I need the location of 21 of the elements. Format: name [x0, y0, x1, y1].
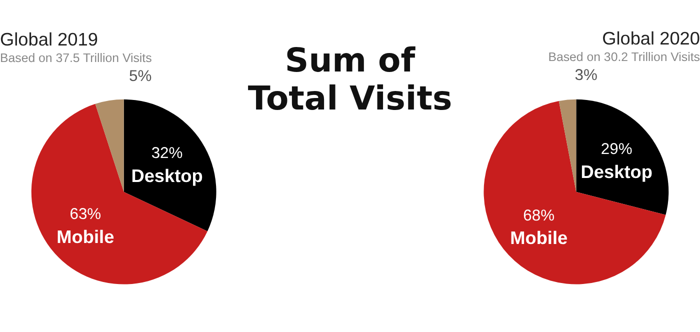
pie-slice	[576, 99, 669, 215]
chart-subtitle: Based on 37.5 Trillion Visits	[0, 50, 152, 65]
pie-slice	[31, 104, 208, 284]
slice-label: Mobile	[56, 227, 114, 248]
data-label: 68%	[523, 207, 555, 224]
chart-title: Global 2019	[0, 29, 98, 50]
data-label: 32%	[151, 144, 183, 162]
pie-slice	[95, 99, 124, 192]
data-label: 29%	[600, 140, 632, 158]
pie-slice	[124, 99, 216, 232]
pie-slice	[558, 99, 576, 192]
data-label: 5%	[129, 68, 152, 85]
data-label: 3%	[574, 67, 598, 84]
chart-title: Global 2020	[602, 28, 700, 49]
chart-subtitle: Based on 30.2 Trillion Visits	[548, 50, 700, 64]
slice-label: Desktop	[580, 162, 652, 182]
data-label: 63%	[70, 206, 102, 224]
pie-slice	[484, 101, 666, 284]
slice-label: Mobile	[510, 228, 568, 248]
slice-label: Desktop	[131, 166, 203, 186]
text: Sum of Total Visits	[248, 40, 452, 118]
